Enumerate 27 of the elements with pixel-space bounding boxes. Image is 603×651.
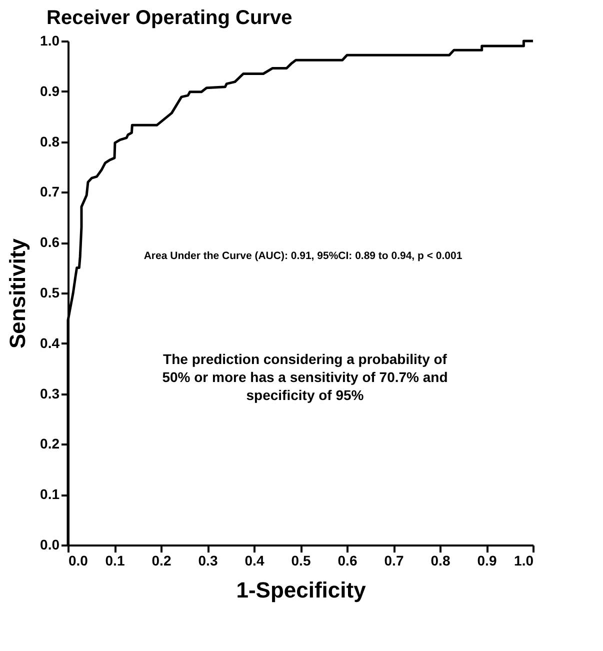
y-tick-label: 0.7 [40,184,60,200]
x-tick-label: 0.9 [477,552,497,568]
y-tick-label: 0.8 [40,133,60,150]
y-tick-label: 0.4 [40,334,60,351]
x-axis-title: 1-Specificity [236,578,367,602]
y-tick-label: 0.1 [40,486,60,502]
y-tick-label: 1.0 [40,32,60,48]
x-tick-label: 0.5 [291,552,311,568]
y-tick-label: 0.5 [40,284,60,300]
x-tick-label: 0.0 [68,552,88,568]
x-tick-label: 0.2 [152,552,172,568]
x-tick-label: 0.8 [430,552,450,568]
x-tick-label: 1.0 [514,552,534,568]
x-tick-label: 0.6 [338,552,358,568]
x-tick-label: 0.4 [244,552,264,568]
annotation: The prediction considering a probability of 50% or more has a sensitivity of 70.7% and specificity of 95% [162,351,448,403]
annotation: Area Under the Curve (AUC): 0.91, 95%CI: 0.89 to 0.94, p < 0.001 [144,250,462,262]
y-tick-label: 0.6 [40,234,60,250]
y-tick-label: 0.3 [40,385,60,402]
y-tick-label: 0.2 [40,436,60,452]
y-tick-label: 0.9 [40,82,60,99]
chart-title: Receiver Operating Curve [46,7,292,29]
y-tick-label: 0.0 [40,536,60,552]
x-tick-label: 0.3 [198,552,218,568]
x-tick-label: 0.7 [384,552,404,568]
y-axis-title: Sensitivity [5,238,30,349]
x-tick-label: 0.1 [105,552,125,568]
